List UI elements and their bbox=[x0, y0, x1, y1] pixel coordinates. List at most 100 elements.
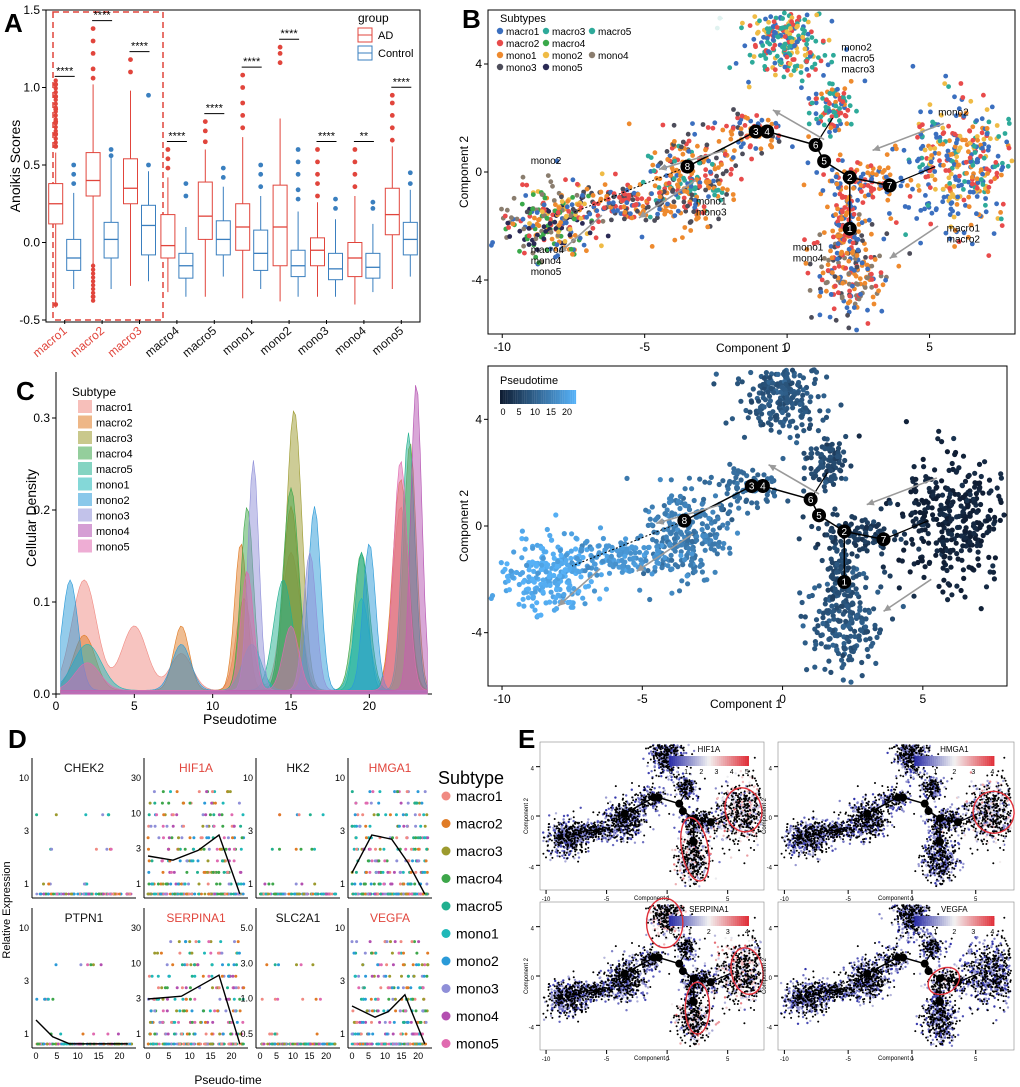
b-cell bbox=[868, 185, 874, 191]
b2-cell bbox=[699, 501, 705, 507]
b-cell bbox=[502, 213, 508, 219]
b2-cell bbox=[596, 543, 602, 549]
b2-cell bbox=[839, 462, 846, 468]
b2-cell bbox=[856, 433, 862, 439]
b2-cell bbox=[508, 568, 514, 574]
a-legend-title: group bbox=[358, 11, 389, 25]
a-outlier bbox=[53, 93, 58, 99]
b2-cell bbox=[823, 479, 829, 485]
b-cell bbox=[843, 265, 849, 271]
b-legend-label: macro4 bbox=[552, 39, 586, 50]
b2-cell bbox=[870, 640, 876, 646]
b-cell bbox=[866, 217, 872, 223]
d-cell bbox=[55, 892, 59, 896]
b-legend-label: macro5 bbox=[598, 27, 632, 38]
b2-cell bbox=[939, 529, 945, 535]
b2-legend-tick: 20 bbox=[562, 407, 572, 417]
d-cell bbox=[99, 963, 103, 967]
b-cell bbox=[530, 206, 535, 212]
d-cell bbox=[173, 892, 176, 896]
b2-cell bbox=[930, 512, 936, 518]
b2-cell bbox=[685, 581, 691, 587]
b-cell bbox=[833, 174, 839, 180]
b-cell bbox=[489, 242, 494, 248]
b2-cell bbox=[909, 510, 915, 516]
d-cell bbox=[425, 847, 429, 851]
b2-cell bbox=[947, 555, 953, 561]
a-box bbox=[103, 221, 119, 259]
d-cell bbox=[408, 882, 412, 886]
b2-cell bbox=[978, 606, 984, 612]
b-cell bbox=[565, 198, 571, 204]
b-cell bbox=[972, 143, 977, 149]
b-cell bbox=[748, 143, 753, 149]
b-cell bbox=[703, 147, 708, 153]
d-cell bbox=[372, 882, 376, 886]
b2-cell bbox=[567, 599, 573, 605]
b2-cell bbox=[954, 532, 960, 539]
a-outlier bbox=[295, 196, 301, 202]
b-cell bbox=[832, 274, 838, 279]
a-outlier bbox=[53, 89, 58, 95]
b2-cell bbox=[910, 541, 916, 547]
d-cell bbox=[421, 870, 425, 874]
d-ytick-label: 10 bbox=[243, 773, 253, 783]
b2-cell bbox=[651, 529, 657, 535]
b2-legend-gradient bbox=[562, 390, 565, 404]
d-ytick-label: 1 bbox=[136, 879, 141, 889]
b-legend-label: mono4 bbox=[598, 51, 629, 62]
b-cell bbox=[830, 270, 835, 275]
a-sig-label: **** bbox=[94, 10, 112, 22]
b-cell bbox=[813, 38, 819, 44]
b2-cell bbox=[821, 393, 827, 399]
b-cell bbox=[676, 177, 682, 183]
d-xtick-label: 10 bbox=[73, 1051, 83, 1061]
b2-cell bbox=[939, 478, 945, 484]
b2-cell bbox=[557, 573, 563, 579]
b-cell bbox=[534, 210, 540, 216]
d-cell bbox=[169, 790, 172, 794]
b-cell bbox=[729, 166, 734, 172]
b-annotation: mono4 bbox=[531, 256, 562, 267]
a-outlier bbox=[389, 137, 395, 143]
b-cell bbox=[719, 190, 725, 196]
a-outlier bbox=[315, 181, 320, 187]
b2-cell bbox=[764, 498, 770, 504]
b-cell bbox=[757, 18, 762, 24]
b2-cell bbox=[800, 514, 806, 520]
b2-cell bbox=[571, 562, 578, 568]
b-cell bbox=[681, 175, 686, 181]
b-cell bbox=[532, 215, 537, 221]
b2-cell bbox=[585, 583, 592, 589]
b2-cell bbox=[840, 623, 846, 630]
b-cell bbox=[752, 14, 758, 19]
b-cell bbox=[629, 215, 635, 221]
b2-cell bbox=[632, 562, 638, 568]
d-cell bbox=[87, 892, 90, 896]
b-cell bbox=[957, 112, 963, 118]
b2-legend-gradient bbox=[553, 390, 556, 404]
b-cell bbox=[972, 150, 978, 155]
d-cell bbox=[193, 892, 197, 896]
d-cell bbox=[364, 870, 368, 874]
a-outlier bbox=[90, 282, 96, 288]
a-outlier bbox=[202, 119, 208, 124]
b2-cell bbox=[573, 535, 579, 541]
b-branch-label: 4 bbox=[764, 127, 770, 138]
b2-cell bbox=[646, 544, 652, 551]
b2-cell bbox=[649, 504, 655, 510]
b2-cell bbox=[598, 572, 604, 578]
b-cell bbox=[506, 225, 511, 230]
d-cell bbox=[147, 847, 150, 851]
b2-cell bbox=[818, 641, 824, 647]
b2-branch-label: 4 bbox=[760, 482, 766, 493]
b-cell bbox=[948, 206, 954, 212]
b2-cell bbox=[647, 516, 653, 522]
b2-cell bbox=[878, 506, 884, 512]
b-cell bbox=[856, 229, 861, 235]
a-outlier bbox=[53, 109, 58, 114]
d-ytick-label: 3 bbox=[248, 826, 253, 836]
b-cell bbox=[530, 192, 536, 198]
d-cell bbox=[160, 859, 164, 863]
b2-cell bbox=[717, 525, 723, 531]
